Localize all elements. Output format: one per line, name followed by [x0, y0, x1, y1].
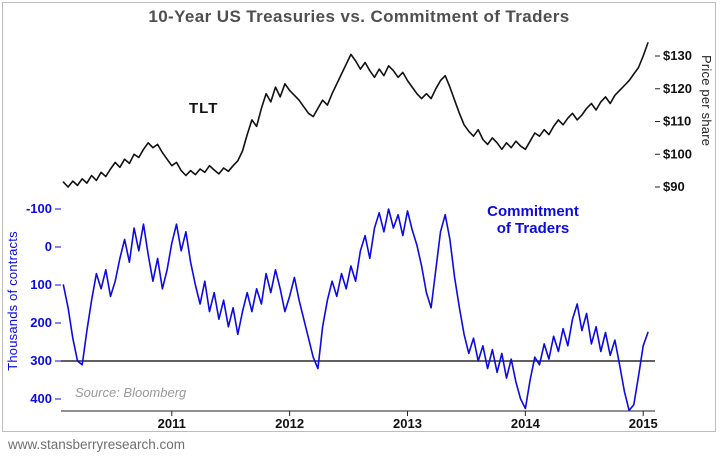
right-tick-label: $90: [663, 179, 685, 194]
x-tick-label: 2011: [158, 416, 186, 431]
x-tick-label: 2013: [393, 416, 422, 431]
right-tick-label: $130: [663, 48, 692, 63]
chart-frame: 10-Year US Treasuries vs. Commitment of …: [2, 2, 716, 432]
chart-title: 10-Year US Treasuries vs. Commitment of …: [148, 7, 570, 26]
tlt-series-label: TLT: [189, 100, 219, 117]
right-tick-label: $120: [663, 81, 692, 96]
left-tick-label: 100: [30, 277, 52, 292]
cot-line: [62, 208, 649, 412]
left-tick-label: 300: [30, 353, 52, 368]
left-tick-label: 200: [30, 315, 52, 330]
x-tick-label: 2014: [511, 416, 541, 431]
left-tick-label: -100: [26, 201, 52, 216]
cot-series-label-line1: Commitment: [487, 203, 579, 220]
cot-series-label-line2: of Traders: [496, 220, 570, 237]
left-tick-label: 400: [30, 391, 52, 406]
left-axis-title: Thousands of contracts: [5, 231, 20, 371]
right-tick-label: $110: [663, 114, 691, 129]
source-note: Source: Bloomberg: [75, 385, 187, 400]
site-footer-url: www.stansberryresearch.com: [8, 437, 186, 452]
tlt-line: [62, 42, 649, 188]
left-tick-label: 0: [45, 239, 52, 254]
cot-series-label: Commitment of Traders: [455, 203, 611, 237]
right-axis-title: Price per share: [699, 55, 714, 147]
left-axis: -100 0 100 200 300 400: [26, 201, 61, 406]
x-axis: 2011 2012 2013 2014 2015: [61, 410, 658, 431]
right-axis: $90 $100 $110 $120 $130: [655, 48, 692, 194]
x-tick-label: 2015: [629, 416, 658, 431]
chart-plot: 2011 2012 2013 2014 2015 $90 $100 $110 $120 $130 -…: [26, 42, 692, 431]
x-tick-label: 2012: [275, 416, 304, 431]
right-tick-label: $100: [663, 146, 692, 161]
